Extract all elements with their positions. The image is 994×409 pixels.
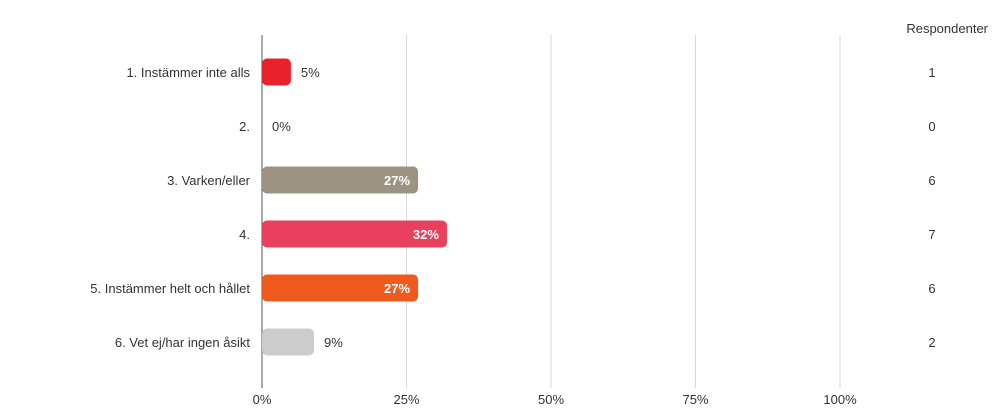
- category-label: 3. Varken/eller: [167, 173, 251, 188]
- respondent-count: 2: [928, 335, 935, 350]
- bar: [262, 220, 447, 248]
- respondent-counts: 1 0 6 7 6 2: [928, 65, 935, 350]
- tick-label-25: 25%: [393, 392, 419, 407]
- category-labels: 1. Instämmer inte alls 2. 3. Varken/eller 4…: [90, 65, 250, 350]
- respondent-count: 6: [928, 173, 935, 188]
- value-label: 27%: [384, 173, 410, 188]
- gridlines: [261, 35, 841, 388]
- category-label: 6. Vet ej/har ingen åsikt: [115, 335, 251, 350]
- bar: [262, 274, 419, 302]
- tick-label-50: 50%: [538, 392, 564, 407]
- bar: [262, 328, 315, 356]
- category-label: 5. Instämmer helt och hållet: [90, 281, 250, 296]
- tick-label-75: 75%: [682, 392, 708, 407]
- bar: [262, 58, 291, 86]
- category-label: 2.: [239, 119, 250, 134]
- value-label: 5%: [301, 65, 320, 80]
- tick-label-100: 100%: [823, 392, 857, 407]
- respondents-header: Respondenter: [906, 21, 988, 36]
- value-label: 9%: [324, 335, 343, 350]
- bar: [262, 166, 419, 194]
- respondent-count: 6: [928, 281, 935, 296]
- x-axis-ticks: 0% 25% 50% 75% 100%: [253, 392, 857, 407]
- respondent-count: 0: [928, 119, 935, 134]
- bars-group: 5% 0% 27% 32% 27% 9%: [262, 58, 447, 356]
- category-label: 1. Instämmer inte alls: [126, 65, 250, 80]
- respondent-count: 1: [928, 65, 935, 80]
- tick-label-0: 0%: [253, 392, 272, 407]
- value-label: 27%: [384, 281, 410, 296]
- category-label: 4.: [239, 227, 250, 242]
- value-label: 0%: [272, 119, 291, 134]
- value-label: 32%: [413, 227, 439, 242]
- respondent-count: 7: [928, 227, 935, 242]
